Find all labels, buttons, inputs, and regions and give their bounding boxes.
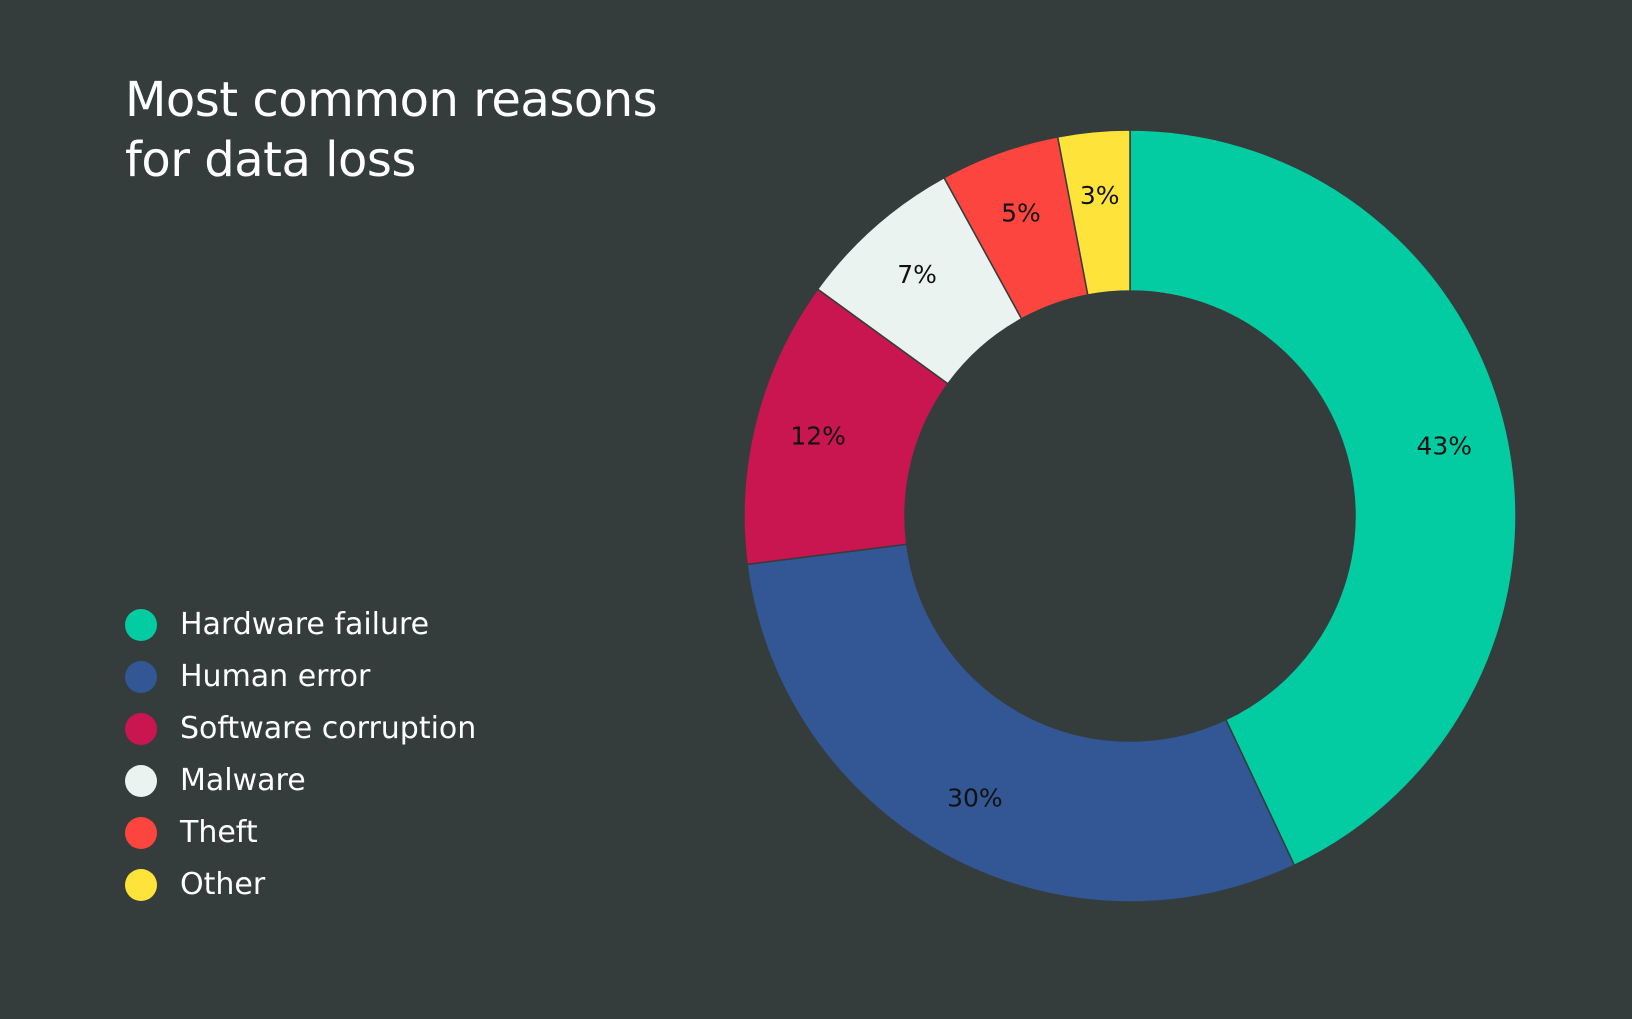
slice-label-hardware-failure: 43% [1416,431,1472,460]
legend-item-malware: Malware [125,755,476,807]
legend-item-other: Other [125,859,476,911]
legend-swatch-hardware-failure [125,609,157,641]
legend-label-hardware-failure: Hardware failure [180,607,430,642]
donut-slice-hardware-failure [1129,129,1517,867]
legend-label-other: Other [180,867,266,902]
slice-label-software-corruption: 12% [790,421,846,450]
donut-slice-other [1056,129,1131,296]
legend-swatch-other [125,869,157,901]
chart-title-line-2: for data loss [125,132,416,188]
legend-swatch-software-corruption [125,713,157,745]
legend-swatch-human-error [125,661,157,693]
chart-title-line-1: Most common reasons [125,72,658,128]
legend-item-human-error: Human error [125,651,476,703]
chart-title: Most common reasons for data loss [125,70,745,190]
legend-label-human-error: Human error [180,659,371,694]
legend-swatch-malware [125,765,157,797]
donut-slice-human-error [746,543,1296,903]
slice-label-malware: 7% [897,260,937,289]
slice-label-other: 3% [1080,181,1120,210]
legend-item-theft: Theft [125,807,476,859]
legend-label-malware: Malware [180,763,306,798]
slice-label-human-error: 30% [947,784,1003,813]
legend-label-software-corruption: Software corruption [180,711,477,746]
legend-label-theft: Theft [180,815,258,850]
chart-legend: Hardware failure Human error Software co… [125,599,476,911]
legend-item-hardware-failure: Hardware failure [125,599,476,651]
slice-label-theft: 5% [1001,199,1041,228]
legend-swatch-theft [125,817,157,849]
legend-item-software-corruption: Software corruption [125,703,476,755]
